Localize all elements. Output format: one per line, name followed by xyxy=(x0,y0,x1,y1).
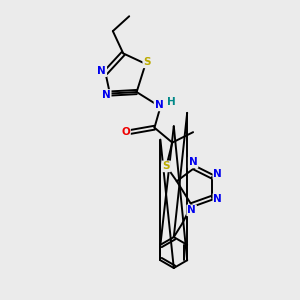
Text: N: N xyxy=(213,194,222,204)
Text: N: N xyxy=(98,66,106,76)
Text: N: N xyxy=(213,169,222,179)
Text: H: H xyxy=(167,98,176,107)
Text: N: N xyxy=(189,158,197,167)
Text: S: S xyxy=(143,57,151,67)
Text: O: O xyxy=(121,127,130,137)
Text: N: N xyxy=(154,100,163,110)
Text: S: S xyxy=(163,161,170,171)
Text: N: N xyxy=(187,205,196,215)
Text: N: N xyxy=(102,90,111,100)
